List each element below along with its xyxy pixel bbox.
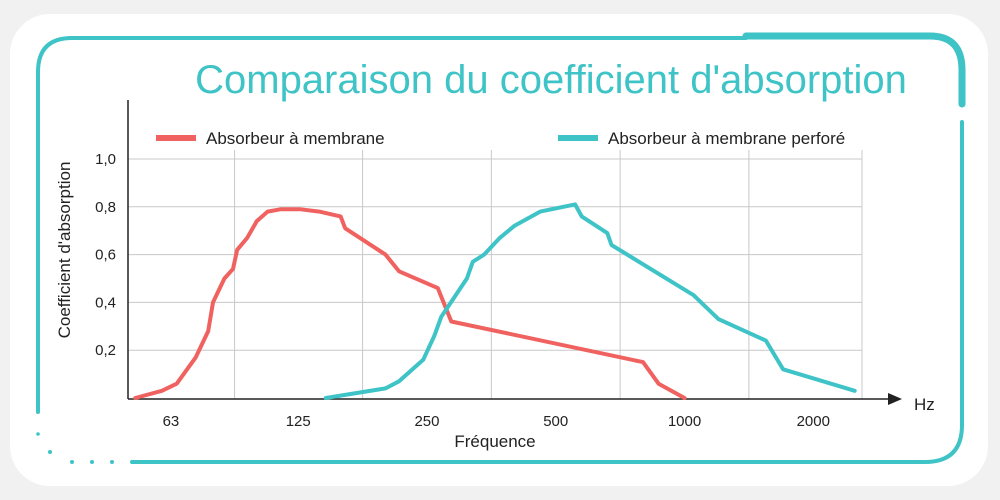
series-layer [133,202,857,400]
x-tick-label: 1000 [668,413,701,430]
legend: Absorbeur à membrane Absorbeur à membrane… [156,129,845,148]
ticks-layer: 0,2 0,4 0,6 0,8 1,0 63 125 250 500 1000 2000 [95,151,830,430]
frame-dot [90,460,94,464]
legend-item: Absorbeur à membrane perforé [558,129,845,148]
y-tick-label: 0,8 [95,199,116,216]
frame-dot [70,460,74,464]
decorative-dots [36,432,114,464]
y-tick-label: 0,6 [95,247,116,264]
x-tick-label: 2000 [797,413,830,430]
x-tick-label: 250 [414,413,439,430]
frame-dot [110,460,114,464]
x-axis-label: Fréquence [454,432,535,451]
legend-label: Absorbeur à membrane perforé [608,129,845,148]
series-line-membrane [133,207,687,400]
x-tick-label: 125 [286,413,311,430]
series-line-membrane-perfore [323,202,857,400]
frame-dot [36,432,40,436]
x-tick-label: 63 [163,413,180,430]
frame-top-right-accent [742,32,966,108]
y-axis-label: Coefficient d'absorption [55,162,74,339]
legend-label: Absorbeur à membrane [206,129,385,148]
axes-layer [127,100,902,405]
frame-left-top-line [36,36,748,414]
x-axis-arrow [888,393,902,405]
decorative-frame [36,32,966,464]
frame-right-bottom-line [130,120,964,464]
y-tick-label: 1,0 [95,151,116,168]
legend-item: Absorbeur à membrane [156,129,385,148]
chart-title: Comparaison du coefficient d'absorption [195,58,907,102]
y-tick-label: 0,4 [95,294,116,311]
chart-card [10,14,988,486]
x-tick-label: 500 [543,413,568,430]
y-tick-label: 0,2 [95,342,116,359]
grid-layer [128,150,863,399]
frame-dot [48,450,52,454]
x-axis-unit: Hz [914,395,935,414]
